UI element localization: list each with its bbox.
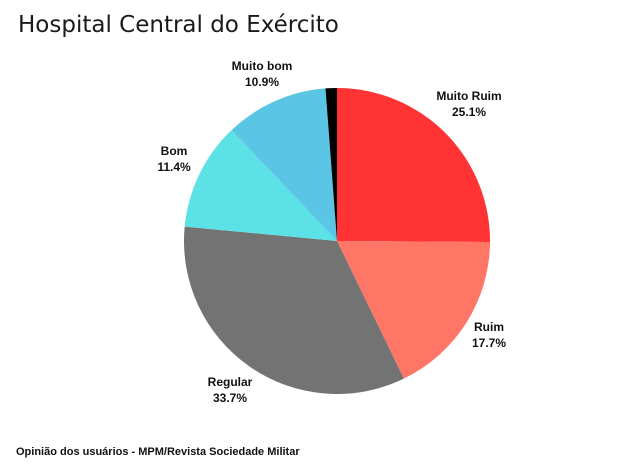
pie-slice-bom xyxy=(184,130,337,241)
pie-slice-regular xyxy=(184,226,404,395)
slice-value-label: 33.7% xyxy=(213,391,247,405)
slice-category-label: Bom xyxy=(161,144,188,158)
pie-labels: Muito Ruim 25.1% Ruim 17.7% Regular 33.7% Bom 1… xyxy=(157,59,506,405)
slice-label: Ruim 17.7% xyxy=(472,320,506,350)
slice-category-label: Muito Ruim xyxy=(436,89,501,103)
slice-value-label: 25.1% xyxy=(452,105,486,119)
slice-label: Bom 11.4% xyxy=(157,144,191,174)
slice-category-label: Regular xyxy=(208,375,253,389)
chart-title: Hospital Central do Exército xyxy=(18,12,339,38)
slice-label: Regular 33.7% xyxy=(208,375,253,405)
pie-slice-muito-bom xyxy=(231,88,337,242)
pie-slice-other xyxy=(325,87,337,241)
pie-slice-ruim xyxy=(337,241,490,379)
slice-label: Muito Ruim 25.1% xyxy=(436,89,501,119)
slice-label: Muito bom 10.9% xyxy=(232,59,293,89)
pie-slices xyxy=(184,87,491,395)
slice-value-label: 17.7% xyxy=(472,336,506,350)
slice-value-label: 10.9% xyxy=(245,75,279,89)
source-note: Opinião dos usuários - MPM/Revista Socie… xyxy=(16,446,300,458)
slice-category-label: Ruim xyxy=(474,320,504,334)
slice-value-label: 11.4% xyxy=(157,160,191,174)
slice-category-label: Muito bom xyxy=(232,59,293,73)
pie-slice-muito-ruim xyxy=(337,88,491,242)
